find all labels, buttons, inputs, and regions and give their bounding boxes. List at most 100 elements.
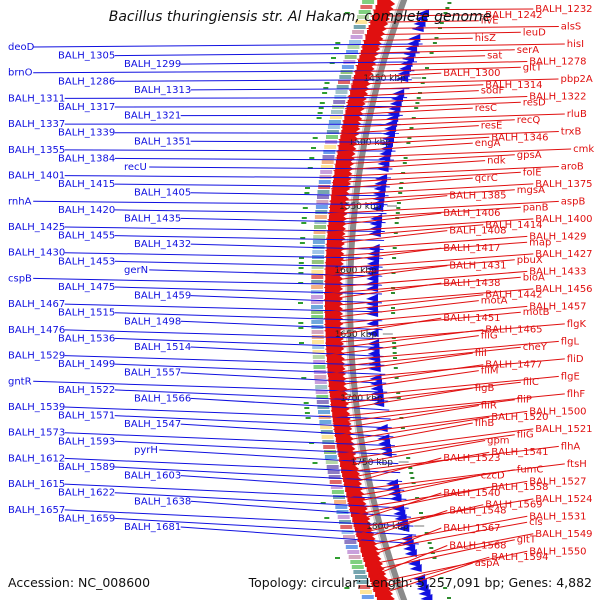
label-connector <box>115 107 405 108</box>
cog-bar <box>318 190 330 194</box>
cog-bar <box>313 235 325 239</box>
cog-bar <box>317 195 329 199</box>
outer-feature <box>335 42 340 44</box>
gene-label-left: BALH_1681 <box>124 522 181 533</box>
gene-label-right: cmk <box>573 144 594 155</box>
gene-label-left: recU <box>124 162 147 173</box>
label-connector <box>324 283 441 300</box>
gene-label-left: BALH_1415 <box>58 179 115 190</box>
gene-label-left: BALH_1455 <box>58 231 115 242</box>
rna-feature <box>397 202 401 204</box>
gene-label-right: aspB <box>561 196 586 207</box>
gene-label-right: resD <box>523 97 546 108</box>
gene-label-left: BALH_1305 <box>58 51 115 62</box>
gene-label-left: BALH_1603 <box>124 471 181 482</box>
gene-label-left: BALH_1499 <box>58 359 115 370</box>
gene-label-left: BALH_1536 <box>58 333 115 344</box>
gene-label-left: BALH_1498 <box>124 316 181 327</box>
gene-label-left: BALH_1405 <box>134 188 191 199</box>
gene-label-right: serA <box>517 45 539 56</box>
rna-feature <box>428 542 432 544</box>
cog-bar <box>348 45 360 49</box>
gene-label-left: BALH_1557 <box>124 368 181 379</box>
cog-bar <box>316 205 328 209</box>
cog-bar <box>324 145 336 149</box>
cog-bar <box>338 80 350 84</box>
gene-label-right: BALH_1300 <box>443 68 500 79</box>
cog-bar <box>353 570 365 574</box>
gene-label-left: BALH_1321 <box>124 111 181 122</box>
gene-label-right: map <box>529 237 551 248</box>
cog-bar <box>362 0 374 4</box>
cog-bar <box>311 285 323 289</box>
cog-bar <box>340 525 352 529</box>
cog-bar <box>311 270 323 274</box>
rna-feature <box>391 312 395 314</box>
gene-label-left: BALH_1337 <box>8 119 65 130</box>
gene-label-right: rluB <box>567 109 587 120</box>
gene-label-left: BALH_1475 <box>58 282 115 293</box>
gene-label-right: flgL <box>561 336 580 347</box>
cog-bar <box>316 200 328 204</box>
cog-bar <box>332 490 344 494</box>
cog-bar <box>314 225 326 229</box>
gene-label-right: folE <box>523 167 542 178</box>
gene-label-right: gpm <box>487 436 509 447</box>
cog-bar <box>323 155 335 159</box>
gene-label-right: hisI <box>567 39 584 50</box>
label-connector <box>191 296 382 303</box>
cog-bar <box>319 180 331 184</box>
gene-label-right: flhB <box>475 418 495 429</box>
gene-label-right: fliG <box>481 331 498 342</box>
gene-label-right: ftsH <box>567 459 587 470</box>
cog-bar <box>352 30 364 34</box>
gene-label-right: flgK <box>567 319 587 330</box>
gene-label-left: BALH_1522 <box>58 385 115 396</box>
cog-bar <box>349 40 361 44</box>
outer-feature <box>306 417 311 419</box>
gene-label-right: bioA <box>523 272 545 283</box>
cog-bar <box>312 340 324 344</box>
cog-bar <box>325 455 337 459</box>
gene-label-left: pyrH <box>134 445 158 456</box>
rna-feature <box>393 357 397 359</box>
outer-feature <box>331 57 336 59</box>
rna-feature <box>409 472 413 474</box>
cog-bar <box>350 560 362 564</box>
gene-label-left: cspB <box>8 273 32 284</box>
gene-label-left: BALH_1311 <box>8 93 65 104</box>
rna-feature <box>410 127 414 129</box>
gene-label-left: BALH_1659 <box>58 513 115 524</box>
cog-bar <box>346 545 358 549</box>
plus-strand-gene <box>377 595 395 600</box>
gene-label-left: brnO <box>8 68 33 79</box>
rna-feature <box>392 257 396 259</box>
rna-feature <box>394 367 398 369</box>
gene-label-right: BALH_1520 <box>491 412 548 423</box>
gene-label-right: gpsA <box>517 150 542 161</box>
cog-bar <box>333 100 345 104</box>
cog-bar <box>314 375 326 379</box>
cog-bar <box>323 445 335 449</box>
gene-label-right: BALH_1524 <box>535 494 592 505</box>
topology-summary: Topology: circular; Length: 5,257,091 bp… <box>249 575 592 590</box>
gene-label-right: BALH_1385 <box>449 191 506 202</box>
outer-feature <box>298 327 303 329</box>
outer-feature <box>309 157 314 159</box>
outer-feature <box>304 407 309 409</box>
outer-feature <box>318 112 323 114</box>
cog-bar <box>349 555 361 559</box>
cog-bar <box>313 355 325 359</box>
rna-feature <box>398 192 402 194</box>
gene-label-right: czcD <box>481 471 505 482</box>
cog-bar <box>314 365 326 369</box>
cog-bar <box>318 410 330 414</box>
rna-feature <box>393 247 397 249</box>
gene-label-left: BALH_1425 <box>8 222 65 233</box>
gene-label-right: aspA <box>475 558 500 569</box>
gene-label-right: sat <box>487 51 502 62</box>
cog-bar <box>342 65 354 69</box>
gene-label-right: resE <box>481 121 503 132</box>
gene-label-right: mgsA <box>517 185 545 196</box>
rna-feature <box>415 102 419 104</box>
